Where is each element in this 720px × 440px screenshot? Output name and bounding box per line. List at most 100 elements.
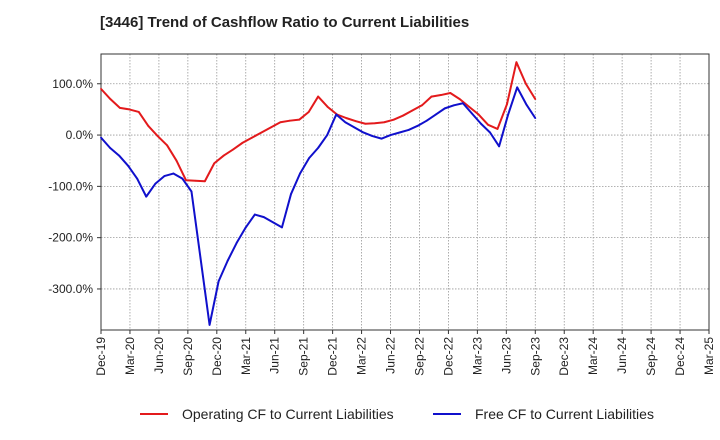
- data-point: [449, 92, 452, 94]
- data-point: [430, 95, 433, 98]
- data-point: [181, 177, 184, 180]
- data-point: [398, 131, 401, 134]
- data-point: [208, 323, 211, 326]
- data-point: [458, 98, 461, 101]
- data-point: [534, 98, 537, 101]
- chart-title: [3446] Trend of Cashflow Ratio to Curren…: [100, 14, 470, 31]
- data-point: [506, 103, 508, 106]
- data-point: [262, 216, 265, 219]
- data-point: [244, 226, 247, 229]
- data-point: [199, 257, 202, 260]
- data-point: [353, 126, 356, 129]
- data-point: [326, 134, 329, 136]
- data-point: [355, 120, 357, 123]
- legend-label: Free CF to Current Liabilities: [475, 406, 654, 422]
- data-point: [411, 109, 414, 112]
- data-point: [241, 141, 244, 144]
- x-tick-label: Sep-21: [297, 337, 311, 376]
- data-point: [480, 122, 482, 125]
- data-point: [175, 159, 178, 162]
- data-point: [371, 135, 374, 137]
- x-tick-label: Sep-24: [644, 337, 658, 376]
- x-tick-label: Jun-21: [268, 337, 282, 374]
- data-point: [222, 154, 225, 157]
- data-point: [439, 94, 442, 96]
- data-point: [425, 119, 428, 122]
- data-point: [185, 179, 187, 182]
- data-point: [128, 108, 131, 111]
- x-tick-label: Jun-22: [384, 337, 398, 374]
- x-tick-label: Dec-24: [673, 337, 687, 376]
- x-tick-label: Dec-23: [557, 337, 571, 376]
- data-point: [226, 259, 229, 262]
- data-point: [260, 131, 263, 134]
- data-point: [172, 172, 175, 175]
- data-point: [118, 106, 121, 109]
- data-point: [392, 118, 395, 121]
- data-point: [156, 135, 159, 137]
- data-point: [326, 105, 329, 108]
- data-point: [344, 121, 347, 124]
- y-axis-ticks: 100.0% 0.0% -100.0% -200.0% -300.0%: [48, 77, 101, 296]
- data-point: [345, 117, 348, 120]
- data-point: [290, 193, 292, 195]
- data-point: [299, 172, 301, 175]
- x-tick-label: Jun-24: [615, 337, 629, 374]
- data-point: [251, 136, 253, 139]
- x-axis-ticks: Dec-19 Mar-20 Jun-20 Sep-20 Dec-20 Mar-21 Jun-…: [94, 330, 716, 376]
- data-point: [281, 226, 283, 229]
- x-tick-label: Mar-25: [702, 337, 716, 375]
- data-point: [383, 121, 386, 124]
- data-point: [163, 175, 166, 177]
- data-point: [307, 111, 310, 113]
- data-point: [145, 195, 148, 198]
- data-point: [534, 117, 537, 120]
- data-point: [507, 113, 510, 116]
- data-point: [477, 113, 480, 116]
- data-point: [496, 127, 499, 130]
- data-point: [109, 146, 111, 149]
- x-tick-label: Sep-20: [181, 337, 195, 376]
- data-point: [443, 107, 446, 110]
- data-point: [118, 154, 120, 157]
- series-line: [100, 61, 537, 183]
- y-tick-label: 0.0%: [66, 128, 94, 142]
- legend: Operating CF to Current Liabilities Free …: [140, 406, 654, 422]
- x-tick-label: Jun-20: [152, 337, 166, 374]
- x-tick-label: Dec-19: [94, 337, 108, 376]
- data-point: [154, 182, 157, 185]
- x-tick-label: Sep-23: [528, 337, 542, 376]
- x-tick-label: Dec-21: [326, 337, 340, 376]
- data-point: [279, 121, 282, 124]
- data-point: [127, 164, 130, 167]
- data-point: [402, 114, 405, 117]
- data-point: [462, 102, 464, 105]
- plot-frame: [100, 53, 710, 331]
- x-tick-label: Dec-20: [210, 337, 224, 376]
- data-point: [272, 221, 274, 224]
- x-tick-label: Mar-21: [239, 337, 253, 375]
- data-point: [373, 122, 376, 125]
- data-point: [109, 98, 112, 101]
- data-point: [317, 146, 320, 149]
- data-point: [487, 123, 489, 126]
- data-point: [217, 280, 220, 283]
- x-tick-label: Sep-22: [412, 337, 426, 376]
- data-point: [364, 122, 367, 125]
- data-point: [515, 61, 518, 64]
- data-point: [147, 124, 150, 127]
- data-point: [389, 134, 392, 136]
- data-point: [317, 95, 320, 98]
- data-point: [100, 136, 102, 139]
- y-tick-label: -300.0%: [48, 282, 93, 296]
- legend-label: Operating CF to Current Liabilities: [182, 406, 394, 422]
- data-point: [137, 111, 140, 113]
- data-point: [298, 118, 301, 121]
- data-point: [524, 82, 527, 85]
- data-point: [471, 112, 473, 115]
- data-point: [166, 144, 168, 147]
- data-point: [235, 241, 238, 244]
- data-point: [194, 179, 197, 182]
- data-point: [498, 145, 500, 148]
